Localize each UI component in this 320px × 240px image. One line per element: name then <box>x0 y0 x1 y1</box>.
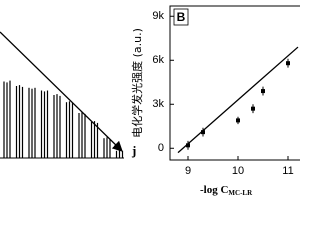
fit-line <box>177 46 299 154</box>
point <box>201 130 205 135</box>
x-axis-label-main: -log C <box>200 184 228 196</box>
figure: j B 电化学发光强度 (a.u.) -log CMC-LR 0 3k 6k 9k 9 1… <box>0 5 300 197</box>
x-tick-label: 9 <box>185 165 191 177</box>
point <box>286 61 290 66</box>
point <box>261 89 265 94</box>
point <box>236 118 240 123</box>
y-tick-label: 3k <box>152 98 164 110</box>
y-tick-label: 6k <box>152 54 164 66</box>
x-tick-label: 10 <box>232 165 244 177</box>
x-axis-label-sub: MC-LR <box>228 189 253 197</box>
panel-label-box <box>173 8 189 26</box>
panel-label: B <box>177 10 186 24</box>
annotation: j <box>131 143 136 158</box>
y-tick-label: 0 <box>158 142 164 154</box>
trend-arrow <box>0 31 123 152</box>
point <box>251 106 255 111</box>
y-tick-label: 9k <box>152 10 164 22</box>
point <box>186 143 190 148</box>
y-axis-label: 电化学发光强度 (a.u.) <box>130 28 144 138</box>
x-axis-label: -log CMC-LR <box>200 184 253 197</box>
plot-frame <box>169 5 300 161</box>
x-tick-label: 11 <box>282 165 293 177</box>
